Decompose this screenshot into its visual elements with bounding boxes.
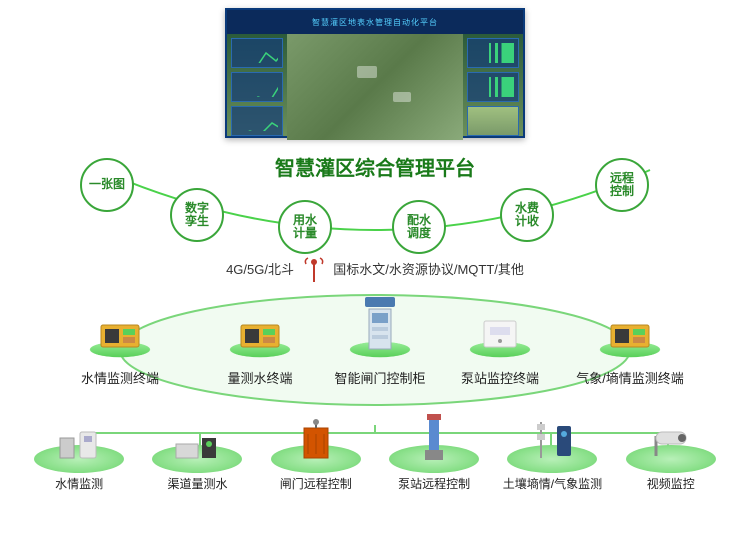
- dashboard-title: 智慧灌区地表水管理自动化平台: [312, 17, 438, 28]
- tier3-icon: [54, 424, 104, 467]
- protocol-left: 4G/5G/北斗: [226, 262, 294, 277]
- tier3-icon: [296, 418, 336, 467]
- tier3-row: 水情监测渠道量测水闸门远程控制泵站远程控制土壤墒情/气象监测视频监控: [0, 445, 750, 492]
- device-label: 气象/墒情监测终端: [570, 368, 690, 387]
- tier3-label: 渠道量测水: [142, 475, 252, 492]
- tier3-item: 视频监控: [616, 445, 726, 492]
- tier3-pad: [626, 445, 716, 473]
- feature-bubble: 配水调度: [392, 200, 446, 254]
- device-label: 水情监测终端: [60, 368, 180, 387]
- feature-bubble: 水费计收: [500, 188, 554, 242]
- dashboard-header: 智慧灌区地表水管理自动化平台: [227, 10, 523, 34]
- tier2-device: 智能闸门控制柜: [320, 328, 440, 387]
- device-label: 泵站监控终端: [440, 368, 560, 387]
- tier3-item: 闸门远程控制: [261, 445, 371, 492]
- feature-bubble: 用水计量: [278, 200, 332, 254]
- tier3-icon: [172, 424, 222, 467]
- device-label: 量测水终端: [200, 368, 320, 387]
- device-icon: [480, 317, 520, 356]
- dash-panel: [231, 38, 283, 68]
- device-icon: [607, 319, 653, 356]
- tier3-pad: [271, 445, 361, 473]
- tier3-item: 泵站远程控制: [379, 445, 489, 492]
- tier3-pad: [152, 445, 242, 473]
- dash-left-column: [227, 34, 287, 140]
- feature-bubble: 数字孪生: [170, 188, 224, 242]
- feature-bubble: 远程控制: [595, 158, 649, 212]
- feature-bubble: 一张图: [80, 158, 134, 212]
- protocol-right: 国标水文/水资源协议/MQTT/其他: [333, 262, 524, 277]
- tier3-pad: [507, 445, 597, 473]
- tier3-icon: [419, 414, 449, 467]
- dash-panel: [467, 72, 519, 102]
- device-label: 智能闸门控制柜: [320, 368, 440, 387]
- tier2-device: 气象/墒情监测终端: [570, 328, 690, 387]
- tier3-icon: [527, 418, 577, 467]
- tier3-label: 水情监测: [24, 475, 134, 492]
- dashboard-body: [227, 34, 523, 140]
- tier3-label: 闸门远程控制: [261, 475, 371, 492]
- tier3-pad: [389, 445, 479, 473]
- tier3-label: 泵站远程控制: [379, 475, 489, 492]
- tier2-device: 水情监测终端: [60, 328, 180, 387]
- tier2-device: 量测水终端: [200, 328, 320, 387]
- tier2-row: 水情监测终端 量测水终端智能闸门控制柜泵站监控终端气象/墒情监测终端: [0, 310, 750, 430]
- dash-map: [287, 34, 463, 140]
- dash-panel: [467, 38, 519, 68]
- device-icon: [97, 319, 143, 356]
- dashboard-screen: 智慧灌区地表水管理自动化平台: [225, 8, 525, 138]
- device-icon: [237, 319, 283, 356]
- device-icon: [363, 295, 397, 356]
- tier2-device: 泵站监控终端: [440, 328, 560, 387]
- tier3-label: 土壤墒情/气象监测: [497, 475, 607, 492]
- tier3-item: 土壤墒情/气象监测: [497, 445, 607, 492]
- tier3-pad: [34, 445, 124, 473]
- tier3-icon: [646, 426, 696, 467]
- dash-panel: [231, 72, 283, 102]
- tier3-item: 水情监测: [24, 445, 134, 492]
- tier3-label: 视频监控: [616, 475, 726, 492]
- tier3-item: 渠道量测水: [142, 445, 252, 492]
- dash-right-column: [463, 34, 523, 140]
- platform-arc: 智慧灌区综合管理平台 一张图数字孪生用水计量配水调度水费计收远程控制: [50, 130, 700, 250]
